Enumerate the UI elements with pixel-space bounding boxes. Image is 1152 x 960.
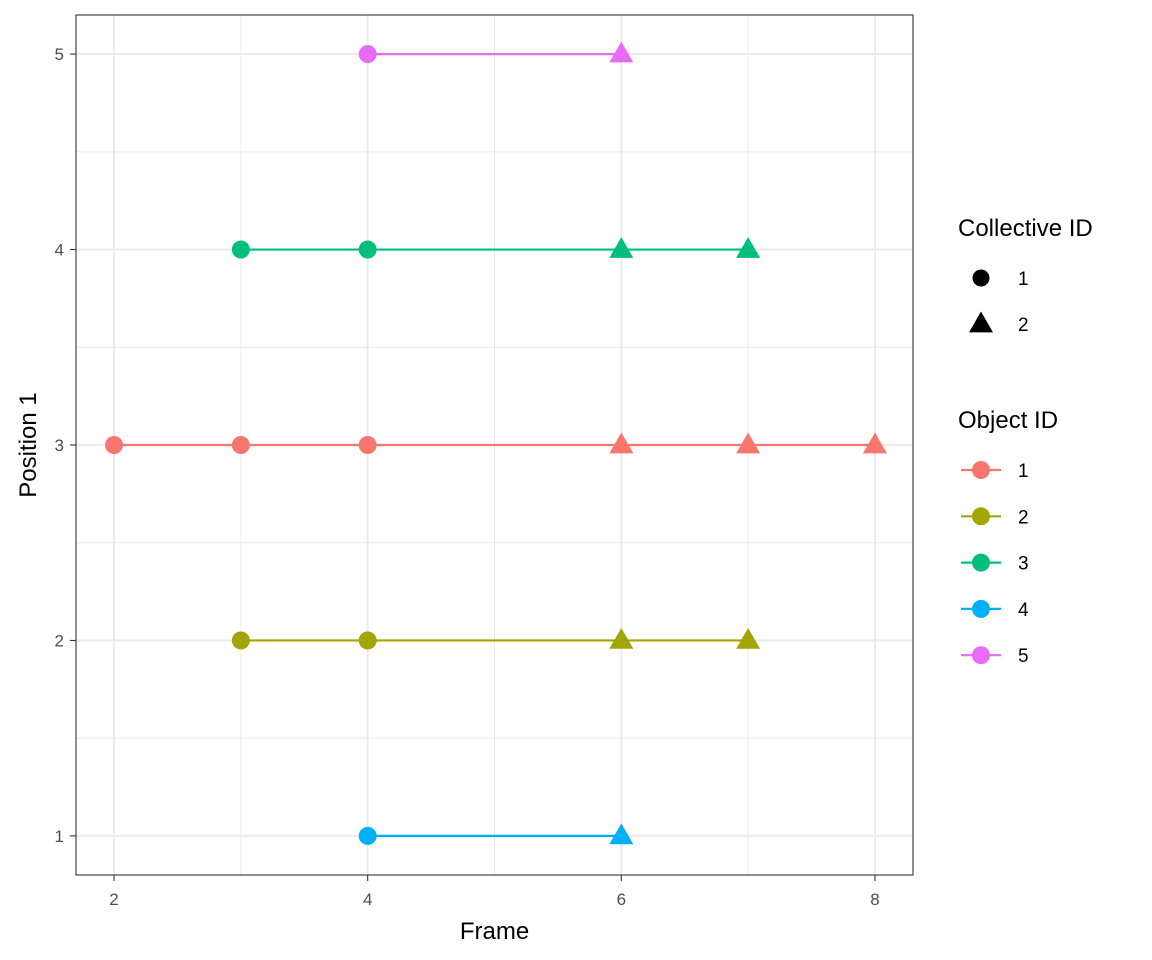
data-point-object-1 — [358, 436, 377, 454]
data-point-object-3 — [231, 240, 250, 259]
data-point-object-2 — [231, 631, 250, 650]
circle-icon — [972, 269, 990, 287]
legend-color-label: 1 — [1018, 461, 1029, 482]
legend-key-point — [972, 599, 990, 618]
plot-panel — [75, 14, 914, 876]
y-axis-title: Position 1 — [15, 392, 42, 497]
x-tick-label: 2 — [109, 890, 118, 909]
legend-color-label: 4 — [1018, 600, 1029, 621]
x-axis-title: Frame — [460, 918, 529, 945]
legend-shape-label: 1 — [1018, 269, 1029, 290]
data-point-object-2 — [358, 631, 377, 650]
data-point-object-1 — [736, 432, 761, 454]
legend-title-object-id: Object ID — [958, 407, 1058, 434]
data-point-object-3 — [609, 237, 634, 258]
y-tick-label: 2 — [55, 631, 64, 650]
x-tick-label: 6 — [617, 890, 626, 909]
data-point-object-4 — [358, 826, 377, 845]
data-point-object-3 — [736, 237, 761, 258]
data-point-object-5 — [609, 41, 634, 63]
data-point-object-5 — [358, 45, 377, 64]
legend-color-label: 5 — [1018, 646, 1029, 667]
x-axis: 2 4 6 8 — [109, 875, 880, 909]
legend-object-id: Object ID 1 2 3 4 5 — [958, 407, 1058, 667]
data-point-object-1 — [231, 436, 250, 454]
triangle-icon — [969, 311, 993, 333]
x-tick-label: 4 — [363, 890, 372, 909]
legend-color-label: 3 — [1018, 554, 1029, 575]
legend-collective-id: Collective ID 1 2 — [958, 215, 1093, 336]
data-point-object-4 — [609, 823, 634, 845]
data-point-object-3 — [358, 240, 377, 259]
legend-key-point — [972, 507, 990, 526]
data-point-object-1 — [862, 432, 887, 454]
legend-color-label: 2 — [1018, 507, 1029, 528]
series-points — [105, 41, 887, 845]
y-tick-label: 4 — [55, 241, 64, 260]
y-tick-label: 1 — [55, 827, 64, 846]
y-tick-label: 5 — [55, 45, 64, 64]
data-point-object-1 — [105, 436, 124, 454]
legend-key-point — [972, 553, 990, 572]
y-tick-label: 3 — [55, 436, 64, 455]
legend-title-collective-id: Collective ID — [958, 215, 1093, 242]
y-axis: 1 2 3 4 5 — [55, 45, 76, 846]
x-tick-label: 8 — [870, 890, 879, 909]
legend-key-point — [972, 461, 990, 479]
data-point-object-1 — [609, 432, 634, 454]
data-point-object-2 — [609, 627, 634, 649]
data-point-object-2 — [736, 627, 761, 649]
legend-shape-label: 2 — [1018, 315, 1029, 336]
legend-key-point — [972, 646, 990, 665]
